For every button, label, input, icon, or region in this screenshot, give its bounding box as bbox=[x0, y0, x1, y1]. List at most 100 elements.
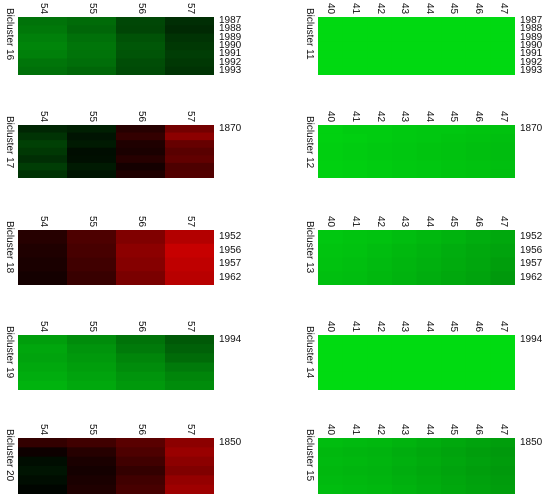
column-tick-label: 41 bbox=[349, 216, 361, 228]
row-tick-label: 1989 bbox=[520, 31, 543, 43]
heatmap-panel bbox=[18, 335, 214, 390]
heatmap-cell bbox=[318, 475, 344, 486]
heatmap-cell bbox=[67, 484, 117, 494]
heatmap-cell bbox=[165, 230, 214, 245]
heatmap-cell bbox=[342, 271, 368, 285]
heatmap-cell bbox=[116, 140, 166, 149]
heatmap-cell bbox=[490, 33, 515, 43]
heatmap-cell bbox=[67, 456, 117, 467]
row-tick-label: 1989 bbox=[219, 31, 242, 43]
heatmap-cell bbox=[416, 447, 442, 458]
row-tick-label: 1987 bbox=[520, 15, 543, 27]
heatmap-cell bbox=[391, 271, 418, 285]
heatmap-cell bbox=[490, 335, 515, 345]
heatmap-cell bbox=[490, 50, 515, 60]
heatmap-cell bbox=[465, 243, 491, 259]
heatmap-cell bbox=[165, 335, 214, 345]
column-tick-label: 56 bbox=[135, 216, 147, 228]
heatmap-svg bbox=[318, 17, 515, 75]
heatmap-cell bbox=[318, 50, 344, 60]
heatmap-cell bbox=[391, 438, 418, 448]
heatmap-cell bbox=[465, 169, 491, 178]
heatmap-cell bbox=[441, 160, 467, 170]
heatmap-cell bbox=[367, 447, 393, 458]
heatmap-cell bbox=[416, 243, 442, 259]
heatmap-cell bbox=[18, 344, 68, 354]
heatmap-cell bbox=[441, 447, 467, 458]
heatmap-cell bbox=[465, 33, 491, 43]
heatmap-cell bbox=[165, 438, 214, 448]
row-tick-label: 1988 bbox=[520, 23, 543, 35]
heatmap-cell bbox=[465, 142, 491, 153]
heatmap-cell bbox=[391, 447, 418, 458]
row-tick-label: 1952 bbox=[520, 230, 543, 242]
row-tick-label: 1962 bbox=[219, 272, 242, 284]
heatmap-cell bbox=[116, 353, 166, 364]
heatmap-cell bbox=[318, 243, 344, 259]
heatmap-cell bbox=[391, 133, 418, 144]
heatmap-cell bbox=[67, 58, 117, 68]
heatmap-cell bbox=[441, 380, 467, 390]
heatmap-cell bbox=[416, 371, 442, 382]
heatmap-cell bbox=[165, 353, 214, 364]
column-tick-label: 55 bbox=[86, 424, 98, 436]
column-tick-label: 56 bbox=[135, 321, 147, 333]
heatmap-cell bbox=[490, 456, 515, 467]
heatmap-cell bbox=[441, 456, 467, 467]
column-tick-label: 40 bbox=[325, 321, 337, 333]
heatmap-cell bbox=[367, 160, 393, 170]
heatmap-cell bbox=[465, 125, 491, 135]
bicluster-title: Bicluster 11 bbox=[304, 8, 315, 60]
column-tick-label: 54 bbox=[37, 3, 49, 15]
heatmap-cell bbox=[490, 169, 515, 178]
column-tick-label: 44 bbox=[423, 321, 435, 333]
heatmap-svg bbox=[18, 17, 214, 75]
column-tick-label: 45 bbox=[448, 111, 460, 123]
heatmap-cell bbox=[116, 162, 166, 172]
heatmap-panel bbox=[318, 230, 515, 285]
heatmap-cell bbox=[465, 380, 491, 390]
heatmap-cell bbox=[367, 344, 393, 354]
heatmap-cell bbox=[318, 160, 344, 170]
heatmap-cell bbox=[490, 353, 515, 364]
heatmap-cell bbox=[490, 344, 515, 354]
heatmap-cell bbox=[441, 17, 467, 26]
heatmap-cell bbox=[165, 155, 214, 164]
column-tick-label: 47 bbox=[497, 3, 509, 15]
heatmap-cell bbox=[342, 230, 368, 245]
bicluster-title: Bicluster 20 bbox=[4, 429, 15, 482]
heatmap-cell bbox=[116, 41, 166, 51]
row-tick-label: 1870 bbox=[520, 123, 543, 135]
heatmap-cell bbox=[416, 142, 442, 153]
column-tick-label: 55 bbox=[86, 216, 98, 228]
heatmap-cell bbox=[490, 230, 515, 245]
heatmap-cell bbox=[18, 41, 68, 51]
heatmap-cell bbox=[116, 25, 166, 35]
heatmap-cell bbox=[441, 484, 467, 494]
heatmap-cell bbox=[441, 466, 467, 476]
heatmap-cell bbox=[490, 151, 515, 161]
heatmap-cell bbox=[391, 50, 418, 60]
heatmap-cell bbox=[441, 335, 467, 345]
heatmap-cell bbox=[441, 257, 467, 272]
heatmap-cell bbox=[116, 335, 166, 345]
row-tick-label: 1994 bbox=[520, 333, 543, 345]
heatmap-cell bbox=[67, 25, 117, 35]
heatmap-cell bbox=[490, 438, 515, 448]
column-tick-label: 41 bbox=[349, 111, 361, 123]
heatmap-cell bbox=[416, 169, 442, 178]
heatmap-cell bbox=[342, 438, 368, 448]
column-tick-label: 57 bbox=[184, 321, 196, 333]
heatmap-panel bbox=[18, 230, 214, 285]
heatmap-cell bbox=[391, 41, 418, 51]
heatmap-cell bbox=[116, 155, 166, 164]
heatmap-cell bbox=[165, 17, 214, 26]
heatmap-cell bbox=[441, 142, 467, 153]
bicluster-title: Bicluster 17 bbox=[4, 116, 15, 169]
heatmap-cell bbox=[18, 475, 68, 486]
heatmap-cell bbox=[165, 33, 214, 43]
heatmap-cell bbox=[391, 380, 418, 390]
heatmap-cell bbox=[490, 66, 515, 75]
column-tick-label: 44 bbox=[423, 424, 435, 436]
column-tick-label: 44 bbox=[423, 111, 435, 123]
